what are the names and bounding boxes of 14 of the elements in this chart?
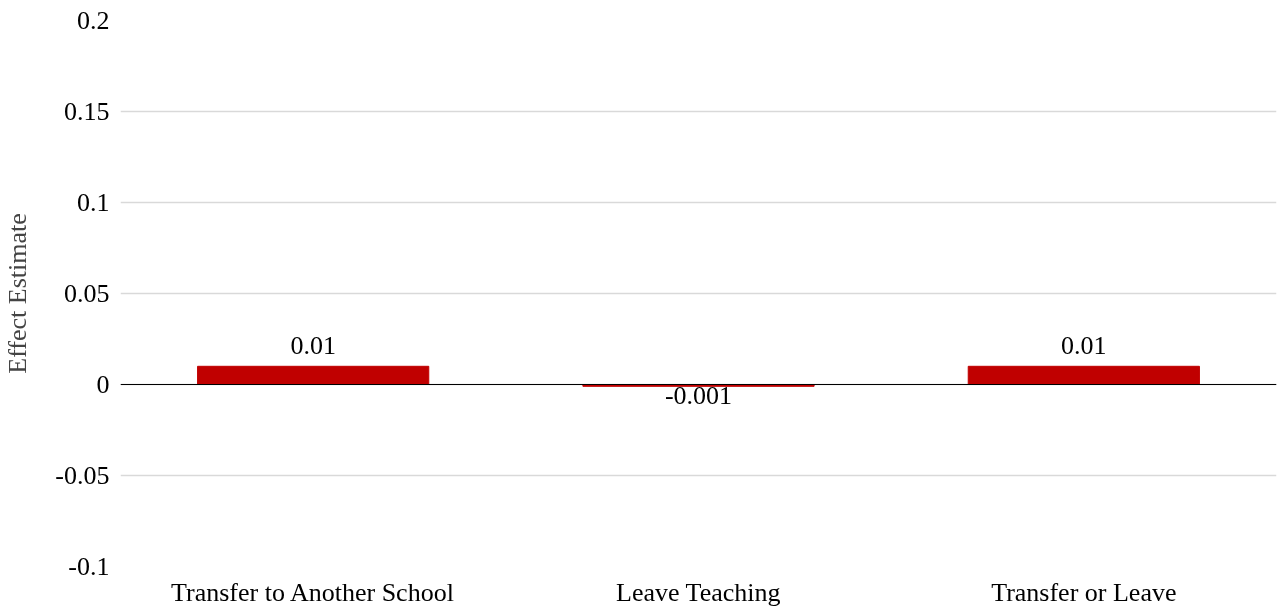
data-label: 0.01: [290, 331, 336, 361]
data-label: 0.01: [1061, 331, 1107, 361]
data-label: -0.001: [664, 381, 733, 411]
x-tick-label: Transfer or Leave: [991, 577, 1177, 607]
y-axis-title: Effect Estimate: [3, 213, 33, 374]
y-tick-label: 0.1: [77, 188, 110, 217]
y-tick-label: -0.1: [68, 552, 110, 581]
y-tick-label: 0: [96, 370, 110, 399]
x-tick-label: Transfer to Another School: [171, 577, 454, 607]
y-tick-label: -0.05: [55, 461, 110, 490]
y-tick-label: 0.15: [64, 97, 110, 126]
y-tick-label: 0.05: [64, 279, 110, 308]
y-tick-label: 0.2: [77, 6, 110, 35]
x-tick-label: Leave Teaching: [616, 577, 781, 607]
